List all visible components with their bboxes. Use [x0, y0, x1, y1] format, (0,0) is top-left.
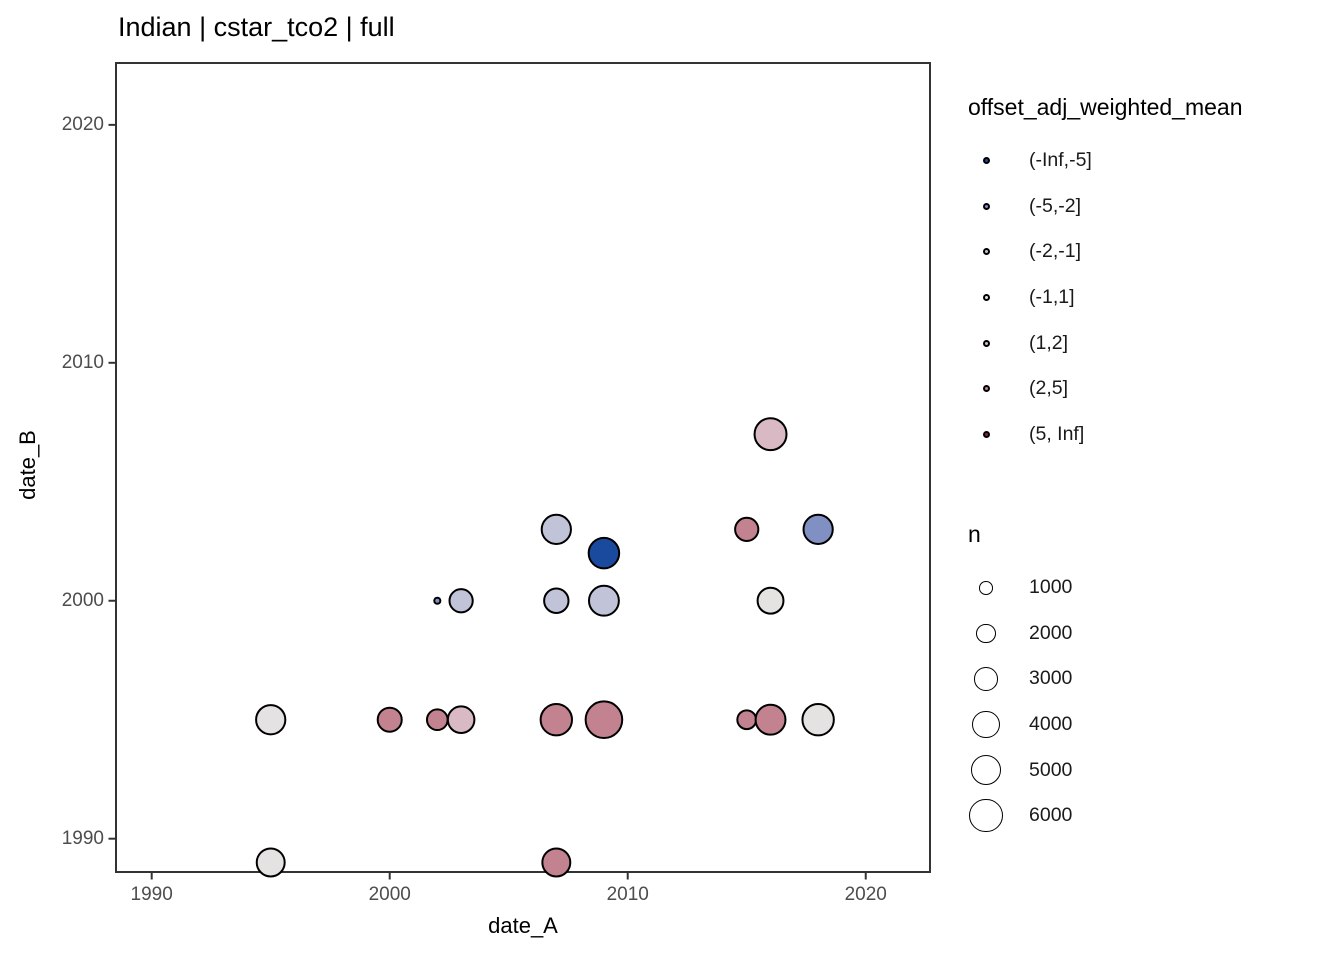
data-point — [255, 847, 286, 878]
legend-swatch-box — [968, 248, 1004, 256]
legend-swatch-box — [968, 157, 1004, 165]
color-swatch-icon — [982, 339, 990, 347]
data-point — [543, 587, 570, 614]
legend-swatch-box — [968, 710, 1004, 739]
color-legend-item: (-5,-2] — [968, 184, 1092, 230]
size-swatch-icon — [969, 799, 1003, 833]
legend-swatch-box — [968, 754, 1004, 786]
y-axis-title: date_B — [15, 430, 40, 500]
size-legend-item: 6000 — [968, 793, 1072, 839]
size-legend-item-label: 1000 — [1029, 576, 1073, 599]
data-point — [540, 513, 572, 545]
legend-swatch-box — [968, 339, 1004, 347]
data-point — [587, 584, 620, 617]
size-swatch-icon — [970, 754, 1002, 786]
color-legend-item: (2,5] — [968, 366, 1092, 412]
x-tick-label: 2020 — [844, 884, 887, 905]
legend-swatch-box — [968, 385, 1004, 393]
size-legend-item-label: 4000 — [1029, 713, 1073, 736]
data-point — [539, 703, 574, 737]
data-point — [584, 700, 624, 740]
plot-panel-border — [115, 62, 931, 873]
color-swatch-icon — [982, 294, 990, 302]
data-point — [754, 703, 787, 736]
color-swatch-icon — [982, 202, 990, 210]
legend-swatch-box — [968, 294, 1004, 302]
y-tick-label: 2020 — [61, 113, 104, 135]
size-legend: 1000 2000 3000 4000 5000 6000 — [968, 565, 1072, 839]
color-legend-item-label: (-5,-2] — [1029, 194, 1082, 217]
color-legend-title: offset_adj_weighted_mean — [968, 94, 1243, 120]
legend-swatch-box — [968, 202, 1004, 210]
color-legend-item-label: (-2,-1] — [1029, 240, 1082, 263]
data-point — [736, 709, 758, 731]
size-legend-item: 5000 — [968, 747, 1072, 793]
size-legend-item: 1000 — [968, 565, 1072, 611]
y-tick-label: 1990 — [61, 827, 104, 849]
color-legend-item-label: (5, Inf] — [1029, 422, 1085, 445]
size-swatch-icon — [974, 667, 998, 691]
data-point — [255, 704, 287, 736]
data-point — [802, 513, 834, 545]
size-swatch-icon — [976, 623, 996, 644]
size-swatch-icon — [972, 710, 1000, 739]
data-point — [756, 586, 785, 615]
color-legend-item: (-2,-1] — [968, 229, 1092, 275]
color-swatch-icon — [982, 157, 990, 165]
color-legend-item: (1,2] — [968, 320, 1092, 366]
data-point — [433, 596, 442, 605]
color-legend-item-label: (1,2] — [1029, 331, 1069, 354]
size-swatch-icon — [979, 580, 993, 595]
size-legend-title: n — [968, 521, 981, 547]
data-point — [446, 705, 476, 735]
size-legend-item: 3000 — [968, 656, 1072, 702]
x-tick-label: 1990 — [130, 884, 173, 905]
data-point — [425, 708, 449, 732]
color-legend-item: (-Inf,-5] — [968, 138, 1092, 184]
x-tick-label: 2010 — [606, 884, 649, 905]
data-point — [734, 516, 760, 542]
color-swatch-icon — [982, 430, 990, 438]
x-tick-label: 2000 — [368, 884, 411, 905]
data-point — [753, 417, 788, 452]
legend-swatch-box — [968, 667, 1004, 691]
size-legend-item-label: 5000 — [1029, 758, 1073, 781]
color-legend: (-Inf,-5] (-5,-2] (-2,-1] (-1,1] (1,2] (2,5] (… — [968, 138, 1092, 457]
color-legend-item-label: (-1,1] — [1029, 286, 1075, 309]
data-point — [448, 588, 474, 614]
size-legend-item: 2000 — [968, 611, 1072, 657]
legend-swatch-box — [968, 623, 1004, 644]
legend-swatch-box — [968, 430, 1004, 438]
legend-swatch-box — [968, 580, 1004, 595]
size-legend-item: 4000 — [968, 702, 1072, 748]
color-swatch-icon — [982, 248, 990, 256]
legend-swatch-box — [968, 799, 1004, 833]
x-axis-title: date_A — [488, 913, 558, 938]
color-legend-item-label: (2,5] — [1029, 377, 1069, 400]
color-legend-item: (5, Inf] — [968, 412, 1092, 458]
data-point — [587, 536, 621, 570]
data-point — [376, 706, 403, 733]
data-point — [801, 703, 835, 737]
size-legend-item-label: 3000 — [1029, 667, 1073, 690]
size-legend-item-label: 6000 — [1029, 804, 1073, 827]
chart-title: Indian | cstar_tco2 | full — [118, 12, 395, 42]
color-legend-item-label: (-Inf,-5] — [1029, 149, 1092, 172]
data-point — [541, 847, 572, 878]
size-legend-item-label: 2000 — [1029, 621, 1073, 644]
color-swatch-icon — [982, 385, 990, 393]
y-tick-label: 2000 — [61, 589, 104, 611]
color-legend-item: (-1,1] — [968, 275, 1092, 321]
y-tick-label: 2010 — [61, 351, 104, 373]
